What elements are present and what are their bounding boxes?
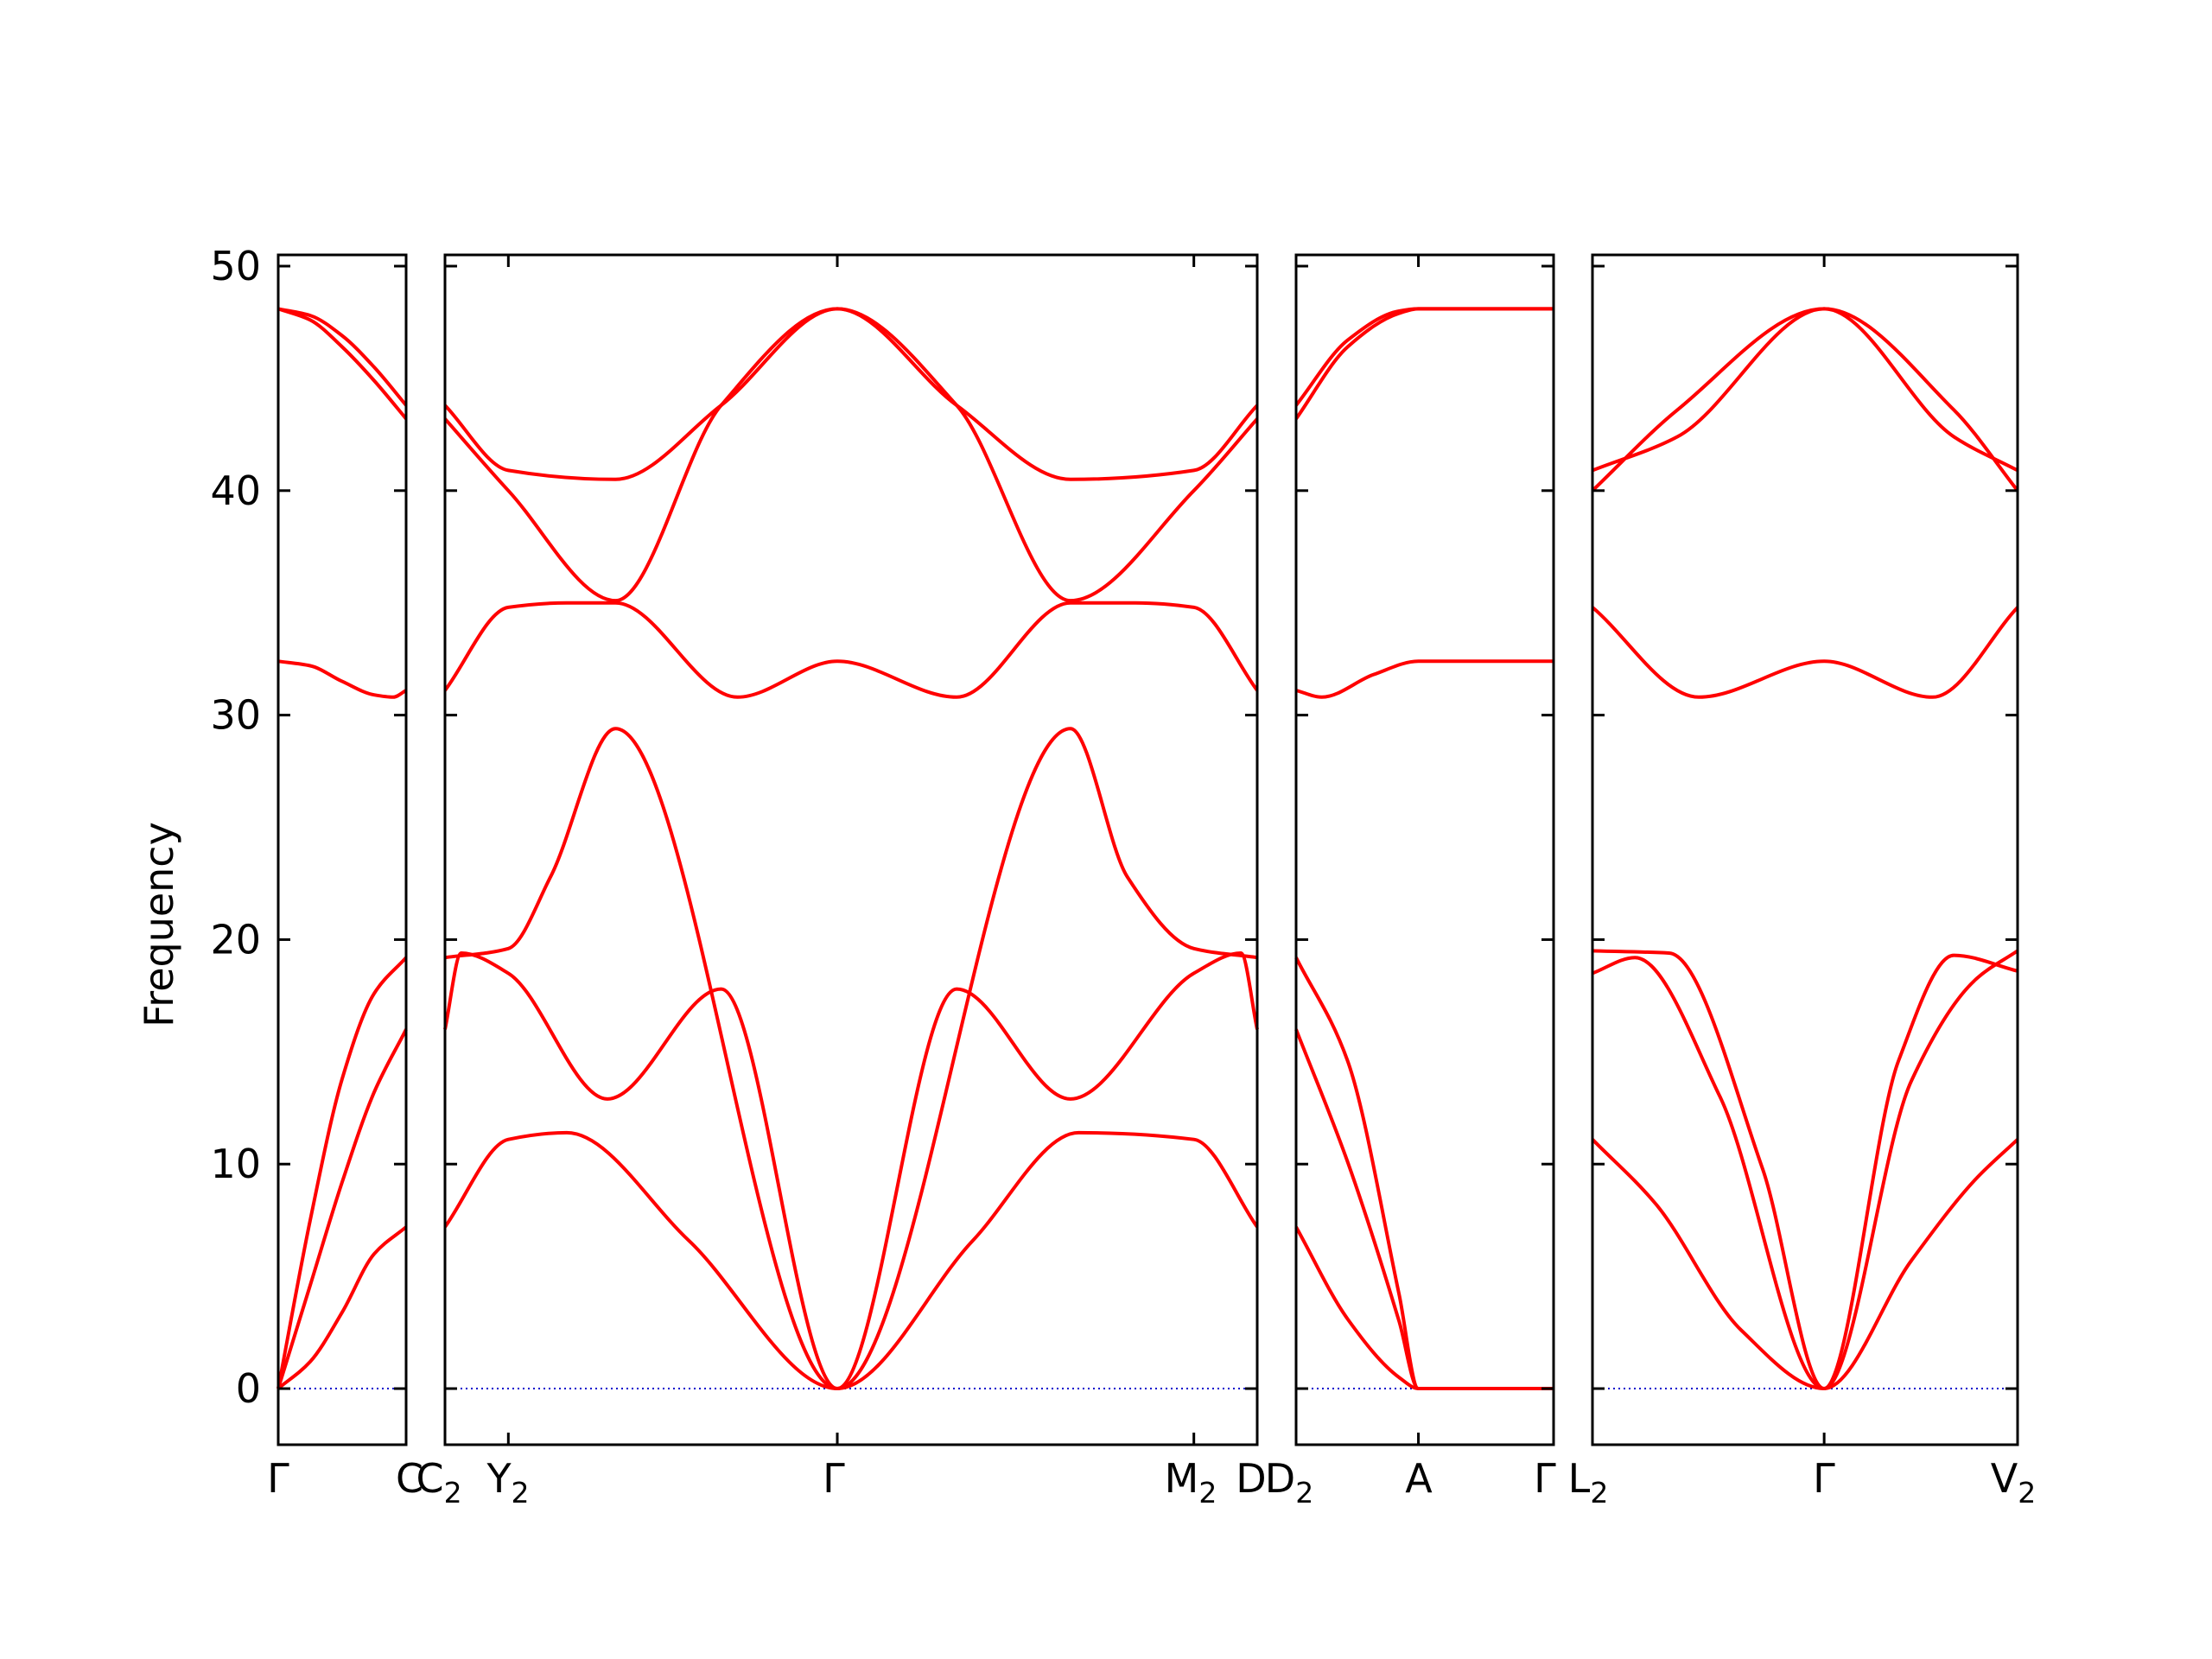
band-2 [276,1028,408,1389]
x-tick-label: A [1405,1455,1433,1502]
band-3 [444,727,1258,1390]
band-4 [1295,659,1554,699]
band-1 [276,1225,408,1390]
band-6 [277,307,408,407]
x-tick-labels: Γ CC2 Y2 Γ M2 DD2 A Γ L2 Γ V2 [267,1455,2036,1510]
y-axis-label: Frequency [136,822,182,1027]
x-tick-label: Y2 [486,1455,529,1510]
band-6 [1294,307,1554,407]
panel-frame [1294,253,1555,1446]
panels-group: 0 10 20 30 40 50 Γ CC2 Y2 Γ M2 DD2 A Γ L2 Γ V2 [210,243,2036,1510]
panel-frame [443,253,1259,1446]
panel-4 [1591,253,2019,1446]
y-tick-label: 30 [210,692,261,739]
x-tick-label: Γ [1534,1455,1556,1502]
x-tick-label: D [1236,1455,1266,1502]
x-tick-label: Γ [1813,1455,1835,1502]
x-tick-label: C [396,1455,423,1502]
band-2 [1592,949,2019,1390]
band-1 [1294,1226,1554,1391]
band-5 [1591,307,2018,493]
panel-3 [1294,253,1555,1446]
panel-1: 0 10 20 30 40 50 [210,243,408,1446]
y-tick-label: 40 [210,467,261,514]
panel-frame [1591,253,2019,1446]
band-5 [1294,307,1554,420]
y-tick-label: 0 [236,1365,261,1412]
band-3 [276,956,408,1389]
y-tick-label: 20 [210,916,261,963]
band-3 [1592,949,2018,1390]
panel-frame [276,253,408,1446]
panel-2 [443,253,1259,1446]
band-4 [1591,606,2019,699]
x-tick-label: C2 [416,1455,461,1510]
band-1 [443,1130,1259,1390]
x-tick-label: D2 [1265,1455,1313,1510]
band-2 [443,951,1259,1390]
band-6 [443,307,1259,481]
band-4 [443,601,1259,699]
band-5 [443,307,1259,603]
band-2 [1294,1028,1554,1391]
band-3 [1294,957,1554,1391]
x-tick-label: Γ [823,1455,845,1502]
band-4 [277,659,407,699]
band-6 [1592,307,2019,493]
x-tick-label: V2 [1991,1455,2036,1510]
y-tick-label: 10 [210,1141,261,1187]
x-tick-label: L2 [1568,1455,1609,1510]
x-tick-label: M2 [1165,1455,1217,1510]
y-tick-label: 50 [210,243,261,289]
band-5 [277,307,408,420]
x-tick-label: Γ [267,1455,289,1502]
